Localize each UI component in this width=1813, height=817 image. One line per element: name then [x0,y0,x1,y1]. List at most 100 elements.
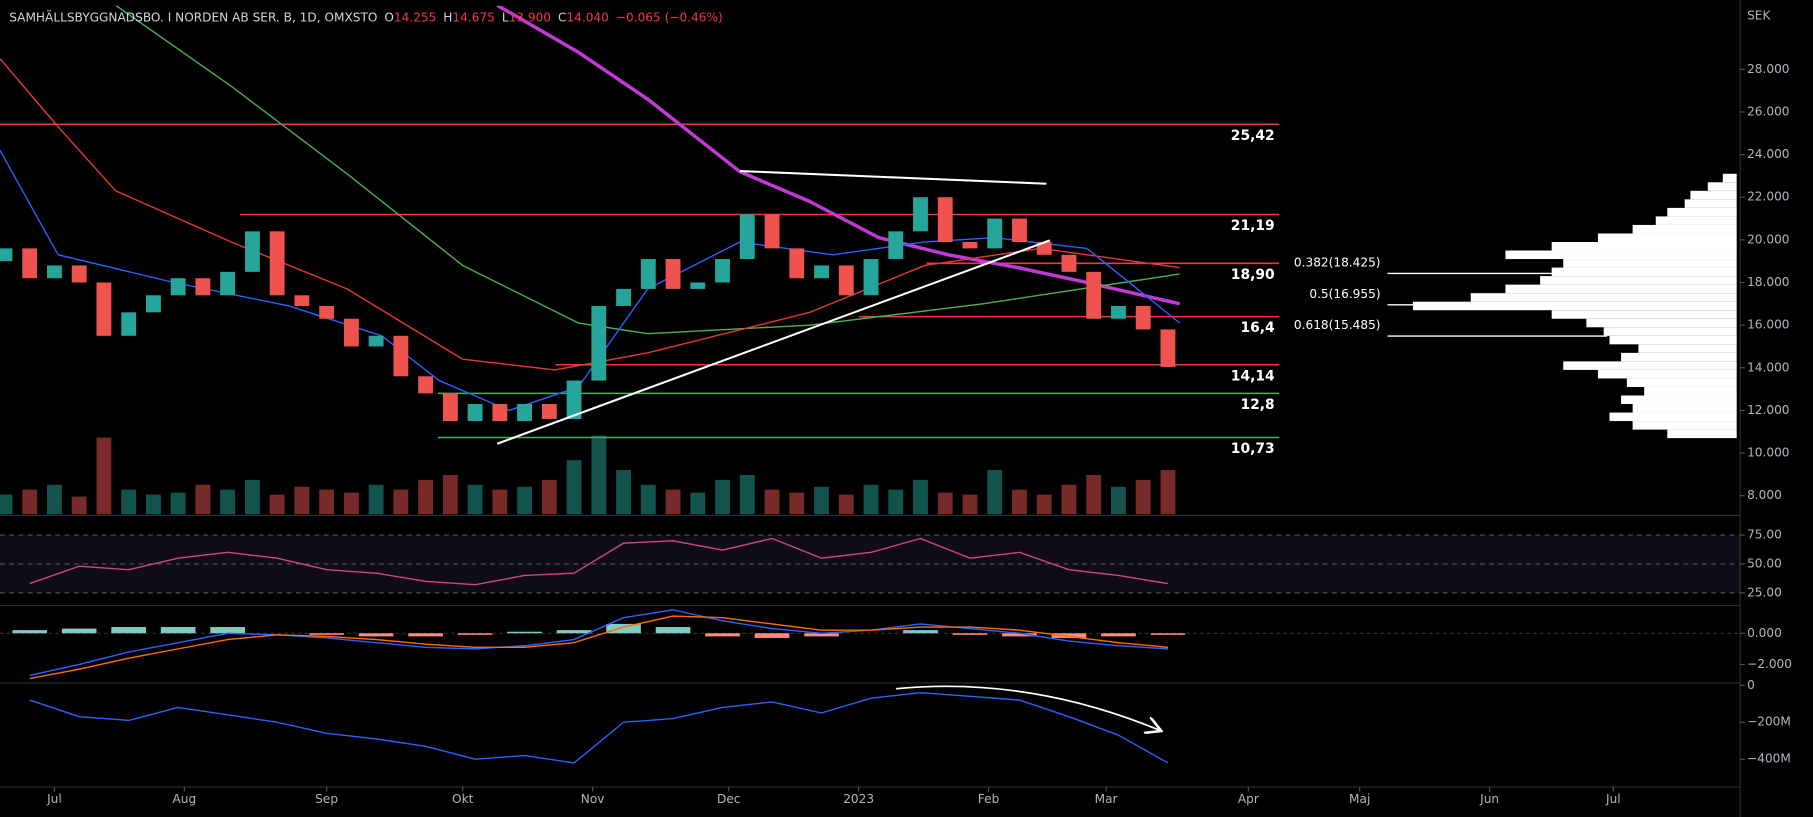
volume-profile-bar [1707,182,1737,191]
series-line [29,609,1168,677]
candle-body [1036,241,1052,255]
histogram-bar [606,623,641,634]
candle-body [814,265,829,279]
histogram-bar [903,630,938,634]
candle-body [96,282,112,336]
fib-label: 0.382(18.425) [1294,256,1381,270]
candle-body [393,335,409,377]
volume-bar [1061,484,1077,515]
volume-bar [665,489,681,515]
volume-bar [863,484,879,515]
candle-body [269,231,285,296]
legend-value: 14.255 [394,10,436,24]
candle-body [467,404,483,422]
volume-profile-bar [1667,429,1737,439]
y-tick-label: 25.00 [1747,585,1782,599]
x-tick-label: Feb [978,792,1000,806]
histogram-bar [358,633,394,637]
volume-bar [1111,486,1126,515]
series-line [496,5,1181,306]
candle-body [71,265,87,283]
level-label: 12,8 [1240,397,1274,413]
symbol-title: SAMHÄLLSBYGGNADSBO. I NORDEN AB SER. B, … [9,9,377,24]
volume-profile-bar [1597,233,1737,242]
volume-bar [0,494,13,515]
volume-profile-bar [1551,267,1737,277]
volume-profile-bar [1632,224,1737,234]
legend-key: C [558,10,566,24]
volume-bar [269,494,285,515]
x-tick-label: Nov [581,792,605,806]
y-tick-label: −200M [1747,715,1791,729]
candle-body [244,231,260,272]
volume-profile-bar [1638,344,1737,353]
y-tick-label: −2.000 [1747,657,1792,671]
candle-body [418,376,434,394]
histogram-bar [655,627,691,634]
volume-bar [913,479,928,515]
candle-body [0,248,13,262]
legend-key: O [384,10,394,24]
candle-body [640,259,656,289]
y-tick-label: 75.00 [1747,528,1782,542]
histogram-bar [1051,633,1087,638]
candle-body [368,335,384,347]
volume-bar [393,489,409,515]
legend-value: 14.040 [566,10,608,24]
series-line [29,691,1169,764]
candle-body [517,404,533,422]
candle-body [715,259,730,283]
candle-body [541,404,557,419]
candle-body [343,318,359,347]
volume-profile-bar [1551,310,1737,319]
volume-bar [71,496,87,515]
candle-body [1086,271,1102,319]
volume-profile-bar [1609,335,1737,345]
volume-bar [1036,494,1052,515]
volume-bar [962,494,978,515]
volume-bar [22,489,38,515]
candle-body [319,305,335,319]
candle-body [838,265,854,296]
candle-body [22,248,38,279]
volume-bar [739,474,755,515]
y-tick-label: 0 [1747,678,1755,692]
histogram-bar [705,633,740,637]
volume-bar [195,484,211,515]
volume-profile-bar [1644,386,1737,396]
volume-profile-bar [1505,284,1737,294]
candle-body [220,271,236,296]
candle-body [195,278,211,296]
y-tick-label: 16.000 [1747,318,1789,332]
volume-bar [492,489,508,515]
volume-profile-bar [1551,241,1737,251]
volume-profile-bar [1563,259,1737,268]
legend-key: H [443,10,452,24]
trend-line [739,169,1047,185]
volume-bar [690,492,706,515]
legend-key: L [502,10,509,24]
volume-bar [343,492,359,515]
volume-profile-bar [1722,173,1737,183]
level-label: 25,42 [1231,128,1275,144]
y-tick-label: 10.000 [1747,446,1789,460]
level-label: 14,14 [1231,368,1275,384]
volume-bar [145,494,161,515]
level-label: 16,4 [1240,320,1274,336]
x-tick-label: 2023 [843,792,874,806]
volume-profile-bar [1690,190,1737,200]
series-line [29,615,1169,680]
fib-label: 0.618(15.485) [1294,318,1381,332]
volume-bar [566,460,582,515]
volume-bar [1160,470,1176,515]
volume-profile-bar [1586,318,1737,328]
histogram-bar [952,633,988,635]
volume-profile-bar [1655,216,1737,225]
histogram-bar [1150,633,1186,635]
volume-profile-bar [1540,276,1737,285]
histogram-bar [309,633,344,635]
y-tick-label: 8.000 [1747,488,1782,502]
y-tick-label: 28.000 [1747,62,1789,76]
